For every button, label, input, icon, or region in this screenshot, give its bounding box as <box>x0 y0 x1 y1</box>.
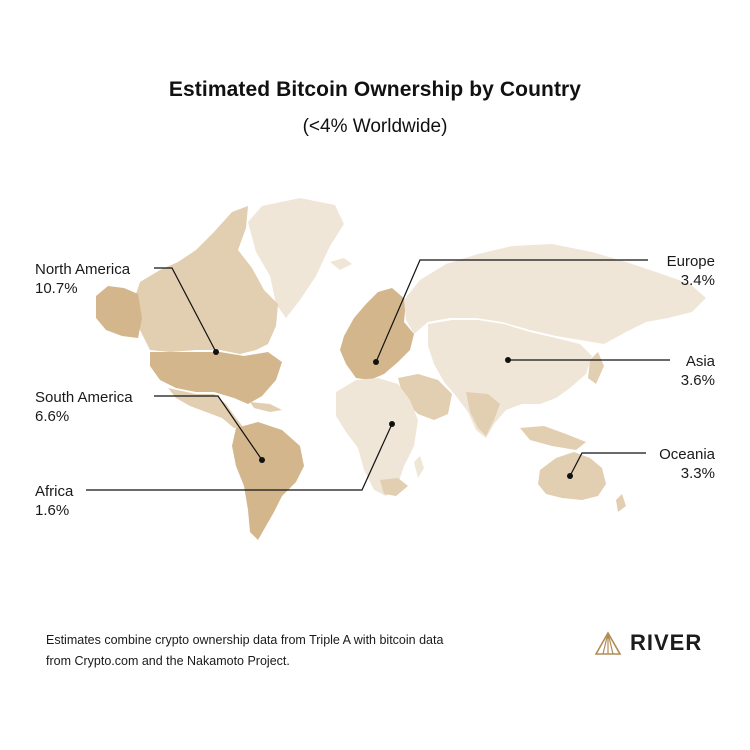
asia-label: Asia 3.6% <box>681 352 715 390</box>
oceania-label: Oceania 3.3% <box>659 445 715 483</box>
africa-leader-line <box>86 423 393 491</box>
south-america-leader-line <box>154 395 263 461</box>
caribbean-shape <box>250 402 282 412</box>
region-value: 3.6% <box>680 372 715 389</box>
map-title: Estimated Bitcoin Ownership by Country <box>168 78 582 101</box>
africa-label: Africa 1.6% <box>35 482 73 520</box>
source-footnote: Estimates combine crypto ownership data … <box>46 633 444 668</box>
map-subtitle: (<4% Worldwide) <box>302 116 448 137</box>
europe-shape <box>340 288 414 380</box>
region-name: South America <box>35 389 133 406</box>
oceania-marker <box>567 473 573 479</box>
india-shape <box>466 392 500 436</box>
southeast-asia-shape <box>520 426 586 450</box>
north-america-marker <box>213 349 219 355</box>
africa-marker <box>389 421 395 427</box>
alaska-shape <box>96 286 142 338</box>
central-america-shape <box>168 388 244 428</box>
europe-leader-line <box>375 259 648 363</box>
greenland-shape <box>248 198 344 318</box>
asia-marker <box>505 357 511 363</box>
river-mountain-icon <box>594 631 622 655</box>
region-name: Oceania <box>659 446 715 463</box>
south-africa-shape <box>380 478 408 496</box>
region-name: Africa <box>35 483 74 500</box>
region-value: 1.6% <box>35 502 70 519</box>
north-america-label: North America 10.7% <box>35 260 130 298</box>
oceania-leader-line <box>569 452 646 477</box>
russia-shape <box>404 244 706 344</box>
brand-name: RIVER <box>630 630 703 655</box>
region-name: North America <box>35 261 131 278</box>
middle-east-shape <box>398 374 452 420</box>
region-name: Europe <box>666 253 715 270</box>
region-value: 3.3% <box>680 465 715 482</box>
region-value: 3.4% <box>680 272 715 289</box>
iceland-shape <box>330 258 352 270</box>
river-brand: RIVER <box>594 628 702 658</box>
north-america-leader-line <box>154 267 217 353</box>
south-america-marker <box>259 457 265 463</box>
region-value: 6.6% <box>35 408 70 425</box>
region-value: 10.7% <box>35 280 78 297</box>
region-name: Asia <box>685 353 715 370</box>
south-america-shape <box>232 422 304 540</box>
madagascar-shape <box>414 456 424 478</box>
new-zealand-shape <box>616 494 626 512</box>
europe-marker <box>373 359 379 365</box>
europe-label: Europe 3.4% <box>667 252 715 290</box>
south-america-label: South America 6.6% <box>35 388 133 426</box>
asia-shape <box>428 320 592 438</box>
africa-shape <box>336 378 418 496</box>
usa-shape <box>150 352 282 404</box>
canada-shape <box>134 206 278 354</box>
